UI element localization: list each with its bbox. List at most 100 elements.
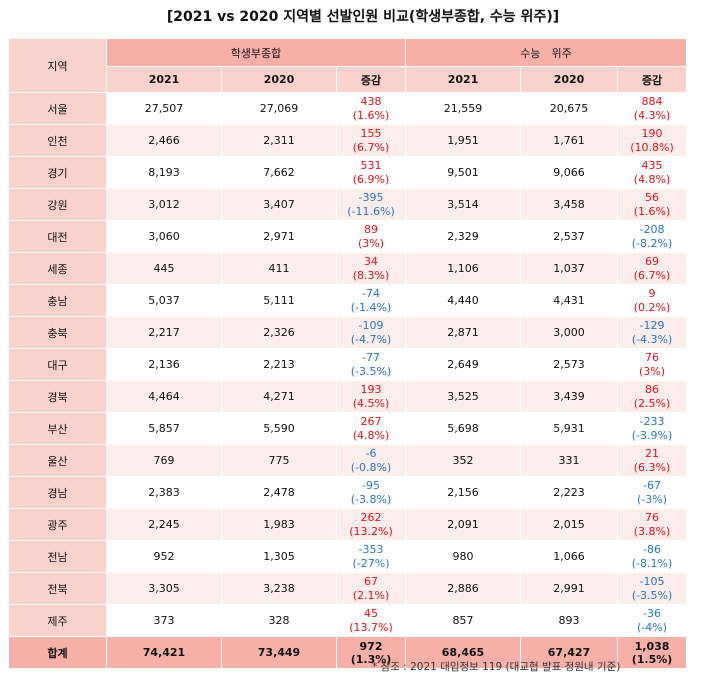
csat-2021-cell: 857: [405, 604, 521, 637]
region-cell: 전북: [8, 572, 107, 605]
table-row: 서울 27,507 27,069 438 (1.6%) 21,559 20,675 884 (4…: [8, 92, 688, 125]
change-cell: -105 (-3.5%): [616, 572, 688, 605]
region-cell: 울산: [8, 444, 107, 477]
page-title: [2021 vs 2020 지역별 선발인원 비교(학생부종합, 수능 위주)]: [166, 9, 560, 25]
region-cell: 대구: [8, 348, 107, 381]
csat-2020-cell: 1,761: [520, 124, 618, 157]
change-cell: 67 (2.1%): [336, 572, 406, 605]
change-value: 1,038: [634, 639, 670, 653]
csat-2020-cell: 893: [520, 604, 618, 637]
total-csat-2021: 68,465: [405, 636, 521, 669]
region-cell: 인천: [8, 124, 107, 157]
csat-2020-cell: 3,458: [520, 188, 618, 221]
csat-2020-cell: 4,431: [520, 284, 618, 317]
table-row: 전남 952 1,305 -353 (-27%) 980 1,066 -86 (-8.1%): [8, 540, 688, 573]
col-header-2021: 2021: [106, 66, 222, 93]
comparison-table: 지역 학생부종합 수능 위주 2021 2020 증감 2021 2020 증감…: [8, 38, 688, 669]
csat-2021-cell: 2,871: [405, 316, 521, 349]
change-percent: (6.7%): [352, 140, 390, 154]
student-2021-cell: 2,136: [106, 348, 222, 381]
region-cell: 부산: [8, 412, 107, 445]
change-percent: (3%): [638, 364, 666, 378]
change-value: -129: [639, 318, 665, 332]
student-2021-cell: 3,012: [106, 188, 222, 221]
csat-2020-cell: 3,439: [520, 380, 618, 413]
change-percent: (-27%): [352, 556, 390, 570]
csat-2021-cell: 2,886: [405, 572, 521, 605]
csat-2020-cell: 1,037: [520, 252, 618, 285]
student-2021-cell: 5,037: [106, 284, 222, 317]
change-cell: 190 (10.8%): [616, 124, 688, 157]
change-value: -86: [643, 542, 661, 556]
change-percent: (10.8%): [630, 140, 674, 154]
change-value: 56: [645, 190, 660, 204]
change-percent: (-8.1%): [631, 556, 673, 570]
table-row: 전북 3,305 3,238 67 (2.1%) 2,886 2,991 -105 (-3.5%…: [8, 572, 688, 605]
change-percent: (-0.8%): [350, 460, 392, 474]
csat-2021-cell: 2,329: [405, 220, 521, 253]
change-cell: 89 (3%): [336, 220, 406, 253]
change-cell: -36 (-4%): [616, 604, 688, 637]
student-2020-cell: 3,238: [221, 572, 337, 605]
region-cell: 제주: [8, 604, 107, 637]
region-cell: 충남: [8, 284, 107, 317]
change-value: 9: [648, 286, 656, 300]
student-2020-cell: 3,407: [221, 188, 337, 221]
change-cell: 884 (4.3%): [616, 92, 688, 125]
col-header-2021: 2021: [405, 66, 521, 93]
change-cell: -6 (-0.8%): [336, 444, 406, 477]
change-percent: (1.3%): [350, 652, 392, 666]
change-cell: 21 (6.3%): [616, 444, 688, 477]
change-cell: 69 (6.7%): [616, 252, 688, 285]
table-row: 울산 769 775 -6 (-0.8%) 352 331 21 (6.3%): [8, 444, 688, 477]
csat-2020-cell: 3,000: [520, 316, 618, 349]
student-2020-cell: 2,311: [221, 124, 337, 157]
table-row: 강원 3,012 3,407 -395 (-11.6%) 3,514 3,458 56 (1.6…: [8, 188, 688, 221]
change-percent: (4.8%): [633, 172, 671, 186]
change-percent: (0.2%): [633, 300, 671, 314]
group-header-csat: 수능 위주: [404, 38, 688, 67]
total-csat-2020: 67,427: [520, 636, 618, 669]
change-percent: (-1.4%): [350, 300, 392, 314]
change-cell: 1,038 (1.5%): [616, 636, 688, 669]
change-value: 972: [359, 639, 383, 653]
change-cell: 76 (3.8%): [616, 508, 688, 541]
change-value: 155: [360, 126, 382, 140]
change-percent: (-4%): [637, 620, 668, 634]
change-percent: (2.5%): [633, 396, 671, 410]
change-value: -67: [643, 478, 661, 492]
change-percent: (-4.7%): [350, 332, 392, 346]
change-cell: 531 (6.9%): [336, 156, 406, 189]
change-percent: (6.7%): [633, 268, 671, 282]
change-percent: (-3%): [637, 492, 668, 506]
student-2021-cell: 27,507: [106, 92, 222, 125]
change-value: -208: [639, 222, 665, 236]
table-row: 세종 445 411 34 (8.3%) 1,106 1,037 69 (6.7%): [8, 252, 688, 285]
total-row: 합계 74,421 73,449 972 (1.3%) 68,465 67,427 1,038…: [8, 636, 688, 669]
change-cell: -109 (-4.7%): [336, 316, 406, 349]
region-cell: 전남: [8, 540, 107, 573]
csat-2021-cell: 980: [405, 540, 521, 573]
csat-2021-cell: 21,559: [405, 92, 521, 125]
csat-2021-cell: 4,440: [405, 284, 521, 317]
student-2021-cell: 769: [106, 444, 222, 477]
table-row: 대전 3,060 2,971 89 (3%) 2,329 2,537 -208 (-8.2%): [8, 220, 688, 253]
change-cell: -233 (-3.9%): [616, 412, 688, 445]
csat-2020-cell: 5,931: [520, 412, 618, 445]
change-value: 45: [364, 606, 378, 620]
change-cell: 438 (1.6%): [336, 92, 406, 125]
change-cell: 34 (8.3%): [336, 252, 406, 285]
csat-2021-cell: 3,525: [405, 380, 521, 413]
csat-2021-cell: 1,106: [405, 252, 521, 285]
change-percent: (13.2%): [349, 524, 393, 538]
col-header-change: 증감: [336, 66, 406, 93]
student-2020-cell: 775: [221, 444, 337, 477]
csat-2020-cell: 2,991: [520, 572, 618, 605]
change-value: -36: [643, 606, 661, 620]
change-percent: (-3.5%): [350, 364, 392, 378]
csat-2021-cell: 1,951: [405, 124, 521, 157]
change-cell: -395 (-11.6%): [336, 188, 406, 221]
csat-2021-cell: 9,501: [405, 156, 521, 189]
csat-2020-cell: 2,537: [520, 220, 618, 253]
change-percent: (-4.3%): [631, 332, 673, 346]
